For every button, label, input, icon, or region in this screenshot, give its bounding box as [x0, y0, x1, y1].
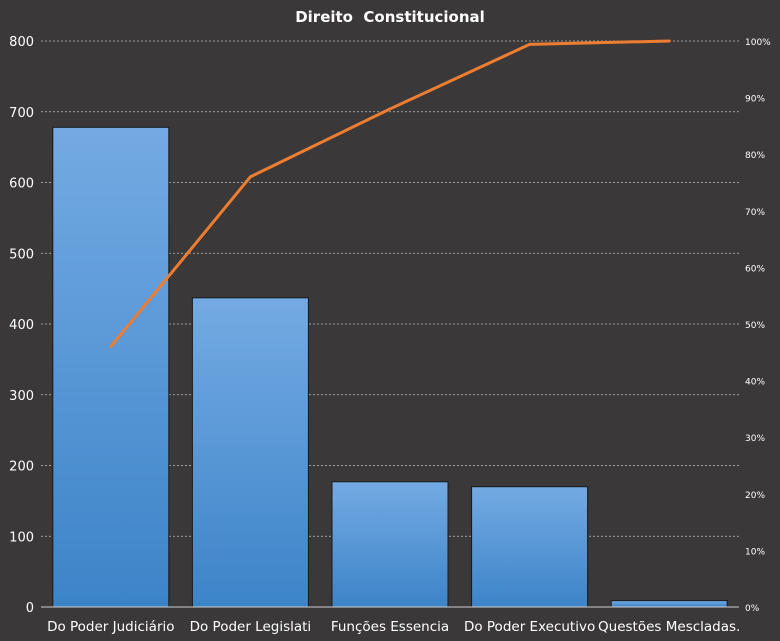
cumulative-percent-line — [109, 39, 671, 349]
bar — [471, 486, 589, 608]
bar — [191, 297, 309, 608]
y-tick-label: 400 — [9, 318, 34, 333]
y-tick-label: 0 — [26, 601, 34, 616]
bar — [331, 481, 449, 608]
y2-tick-label: 20% — [745, 491, 765, 501]
x-tick-label: Funções Essencia — [331, 619, 449, 635]
y2-tick-label: 60% — [745, 264, 765, 274]
y2-tick-label: 90% — [745, 95, 765, 105]
cumulative-line — [109, 39, 671, 349]
x-tick-label: Do Poder Legislati — [190, 619, 312, 635]
category-labels: Do Poder Judiciário Do Poder Legislati Fun… — [47, 619, 740, 635]
y2-tick-label: 40% — [745, 378, 765, 388]
right-axis-ticks: 0% 10% 20% 30% 40% 50% 60% 70% 80% 90% 100% — [745, 38, 771, 614]
y-tick-label: 200 — [9, 460, 34, 475]
x-tick-label: Questões Mescladas. — [598, 619, 740, 635]
y2-tick-label: 30% — [745, 434, 765, 444]
y-tick-label: 700 — [9, 106, 34, 121]
y2-tick-label: 100% — [745, 38, 771, 48]
y-tick-label: 300 — [9, 389, 34, 404]
chart-title: Direito Constitucional — [295, 8, 485, 26]
y2-tick-label: 80% — [745, 151, 765, 161]
y-tick-label: 600 — [9, 177, 34, 192]
x-tick-label: Do Poder Executivo — [464, 619, 595, 635]
y2-tick-label: 10% — [745, 547, 765, 557]
bar — [610, 600, 728, 608]
y2-tick-label: 50% — [745, 321, 765, 331]
left-axis-ticks: 0 100 200 300 400 500 600 700 800 — [9, 35, 34, 616]
bar — [52, 126, 170, 608]
y2-tick-label: 0% — [745, 604, 760, 614]
bars — [52, 126, 728, 608]
y-tick-label: 800 — [9, 35, 34, 50]
y-tick-label: 100 — [9, 530, 34, 545]
x-tick-label: Do Poder Judiciário — [47, 619, 174, 635]
y-tick-label: 500 — [9, 247, 34, 262]
y2-tick-label: 70% — [745, 208, 765, 218]
